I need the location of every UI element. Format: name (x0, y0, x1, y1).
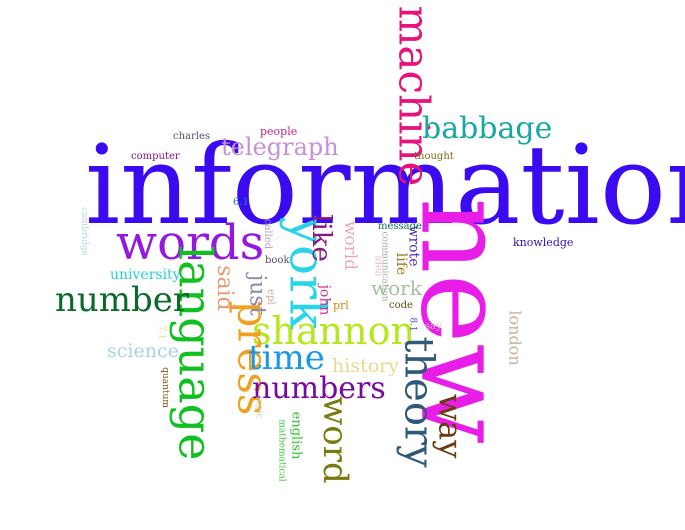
word-university: university (110, 267, 181, 283)
word-telegraph: telegraph (221, 133, 339, 161)
word-say: say (425, 321, 442, 332)
word-way: way (431, 393, 470, 459)
word-book: book (265, 255, 290, 266)
word-people: people (260, 125, 298, 138)
word-london: london (505, 310, 525, 366)
word-said: said (211, 265, 237, 311)
word-mathematical: mathematical (276, 419, 287, 482)
word-quantum: quantum (159, 367, 170, 408)
word-time: time (248, 338, 325, 378)
word-7-1: 7.1 (156, 325, 167, 340)
word-information: information (85, 121, 685, 249)
word-8-1: 8.1 (407, 317, 418, 332)
word-word: word (314, 396, 355, 484)
word-code: code (389, 300, 413, 311)
word-called: called (262, 218, 274, 250)
word-science: science (107, 340, 179, 362)
word-epl: epl (264, 289, 276, 305)
word-prl: prl (333, 299, 349, 312)
word-like: like (305, 214, 336, 262)
word-babbage: babbage (422, 111, 553, 146)
word-world: world (340, 220, 361, 271)
word-idea: idea (372, 255, 384, 277)
word-charles: charles (173, 131, 211, 142)
word-shannon: shannon (252, 309, 415, 353)
word-thought: thought (414, 151, 454, 162)
word-john: john (316, 284, 333, 316)
word-numbers: numbers (252, 371, 386, 406)
word-work: work (371, 276, 422, 300)
word-computer: computer (131, 151, 180, 162)
word-6-1: 6.1 (233, 197, 249, 208)
word-logic: logic (253, 396, 264, 419)
word-cambridge: cambridge (78, 207, 89, 256)
word-message: message (378, 221, 422, 232)
word-knowledge: knowledge (513, 236, 574, 249)
word-english: english (288, 411, 304, 460)
word-history: history (332, 355, 399, 377)
word-words: words (116, 215, 265, 271)
word-number: number (55, 280, 190, 320)
